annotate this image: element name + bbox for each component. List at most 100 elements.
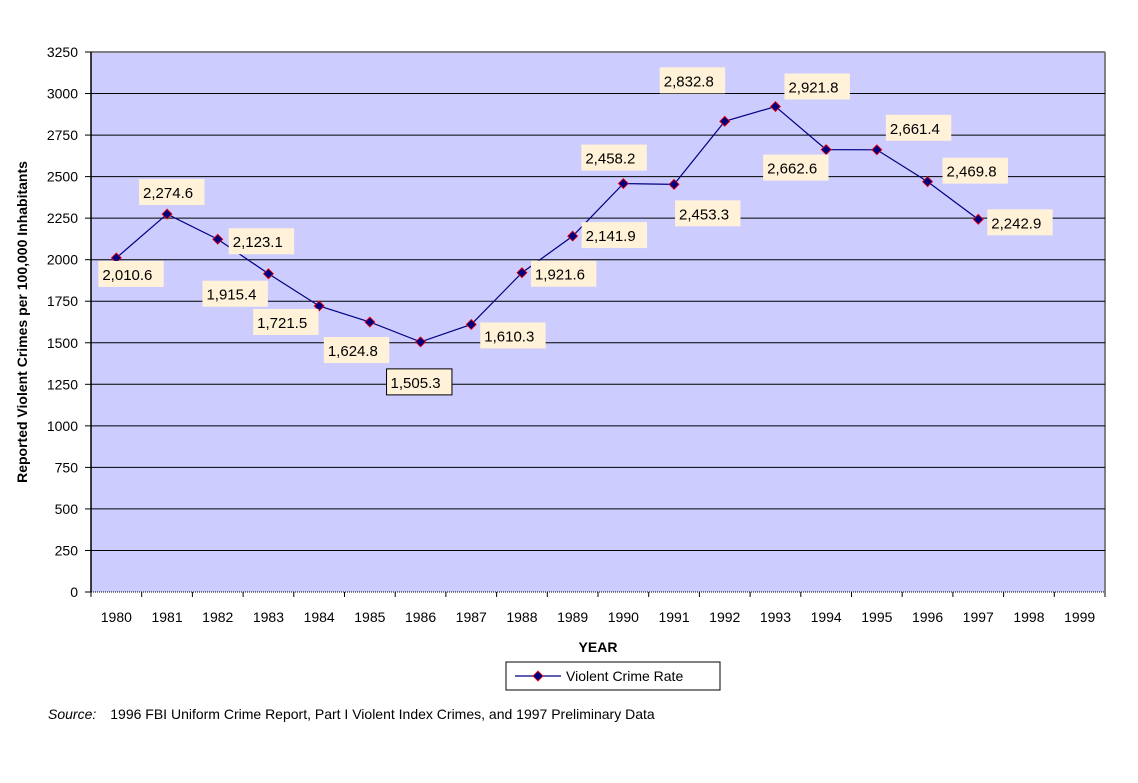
- y-tick-label: 3250: [47, 44, 78, 60]
- data-label: 1,915.4: [202, 280, 268, 307]
- data-label: 2,123.1: [228, 228, 295, 255]
- data-label: 2,469.8: [942, 157, 1008, 184]
- y-axis-title: Reported Violent Crimes per 100,000 Inha…: [14, 161, 30, 483]
- x-tick-label: 1993: [760, 609, 791, 625]
- data-label: 1,505.3: [386, 368, 453, 396]
- source-label: Source:: [48, 706, 97, 722]
- data-label-text: 2,123.1: [233, 234, 283, 251]
- data-point-diamond-icon: [972, 213, 984, 225]
- data-label-box: [659, 67, 726, 94]
- data-label-box: [480, 322, 546, 349]
- x-tick-label: 1996: [912, 609, 943, 625]
- data-label-box: [202, 280, 268, 307]
- data-label: 2,010.6: [98, 260, 164, 287]
- data-point-diamond-icon: [414, 336, 427, 348]
- x-tick-label: 1983: [253, 609, 284, 625]
- data-labels: 2,010.6 2,274.6 2,123.1 1,915.41,721.5 1,624…: [98, 67, 1053, 396]
- data-point-diamond-icon: [364, 316, 376, 328]
- data-label: 1,921.6: [530, 260, 597, 287]
- data-label-text: 1,624.8: [328, 343, 378, 360]
- x-tick-label: 1999: [1064, 609, 1095, 625]
- data-label-text: 2,661.4: [890, 121, 940, 138]
- data-label: 1,624.8: [323, 337, 390, 364]
- data-label-text: 1,915.4: [206, 287, 256, 304]
- data-label-text: 2,458.2: [585, 151, 635, 168]
- x-tick-label: 1995: [861, 609, 892, 625]
- plot-background: [91, 52, 1105, 592]
- data-label-box: [987, 209, 1053, 236]
- series-polyline: [115, 105, 979, 343]
- data-label-box: [323, 337, 390, 364]
- x-tick-label: 1988: [506, 609, 537, 625]
- data-point-diamond-icon: [212, 233, 224, 245]
- data-label-box: [675, 200, 741, 227]
- data-label: 2,453.3: [675, 200, 741, 227]
- x-tick-label: 1989: [557, 609, 588, 625]
- data-label: 2,662.6: [763, 154, 829, 181]
- data-label-box: [228, 228, 295, 255]
- data-label: 1,721.5: [253, 308, 319, 335]
- data-point-diamond-icon: [921, 176, 934, 188]
- data-label-box: [139, 179, 205, 206]
- data-label-text: 1,610.3: [484, 328, 534, 345]
- x-tick-label: 1986: [405, 609, 436, 625]
- data-label-box: [784, 73, 850, 100]
- x-tick-label: 1981: [151, 609, 182, 625]
- x-tick-label: 1980: [101, 609, 132, 625]
- data-label-box: [581, 144, 647, 171]
- data-label-box: [253, 308, 319, 335]
- x-axis-title: YEAR: [579, 639, 618, 655]
- x-tick-label: 1990: [608, 609, 639, 625]
- data-label-text: 2,274.6: [143, 185, 193, 202]
- x-tick-label: 1994: [811, 609, 842, 625]
- y-tick-label: 1000: [47, 418, 78, 434]
- data-label-text: 2,010.6: [102, 267, 152, 284]
- data-label: 2,661.4: [885, 114, 952, 141]
- data-label: 2,458.2: [581, 144, 647, 171]
- data-point-diamond-icon: [262, 268, 275, 280]
- legend-label: Violent Crime Rate: [566, 668, 683, 684]
- data-point-diamond-icon: [871, 144, 883, 156]
- data-label: 1,610.3: [480, 322, 546, 349]
- data-label-box: [386, 368, 453, 396]
- legend-diamond-marker-icon: [532, 670, 544, 682]
- data-label: 2,141.9: [581, 222, 648, 249]
- data-label: 2,832.8: [659, 67, 726, 94]
- data-label-text: 2,453.3: [679, 206, 729, 223]
- y-tick-label: 2750: [47, 127, 78, 143]
- y-tick-label: 500: [55, 501, 79, 517]
- y-tick-label: 1750: [47, 293, 78, 309]
- data-point-diamond-icon: [668, 178, 680, 190]
- data-label-box: [942, 157, 1008, 184]
- data-label-text: 2,242.9: [991, 215, 1041, 232]
- data-point-diamond-icon: [719, 115, 731, 127]
- data-label-box: [98, 260, 164, 287]
- x-tick-label: 1992: [709, 609, 740, 625]
- x-axis-tick-labels: 1980 1981 1982 1983 1984 1985 1986 1987 1988 1989…: [101, 609, 1096, 625]
- data-label: 2,274.6: [139, 179, 205, 206]
- x-tick-label: 1991: [658, 609, 689, 625]
- data-label-text: 2,141.9: [586, 228, 636, 245]
- y-tick-label: 3000: [47, 86, 78, 102]
- x-tick-label: 1985: [354, 609, 385, 625]
- y-tick-label: 250: [55, 542, 79, 558]
- x-tick-label: 1997: [963, 609, 994, 625]
- data-label-box: [885, 114, 952, 141]
- data-label-text: 2,469.8: [947, 164, 997, 181]
- data-label-text: 2,832.8: [664, 73, 714, 90]
- data-label-text: 1,721.5: [257, 315, 307, 332]
- y-tick-label: 750: [55, 459, 79, 475]
- series-line-violent-crime-rate: [115, 105, 979, 343]
- data-label-text: 2,921.8: [788, 80, 838, 97]
- data-point-diamond-icon: [516, 267, 528, 279]
- series-markers: [110, 100, 984, 348]
- x-tick-label: 1998: [1013, 609, 1044, 625]
- data-label-text: 2,662.6: [767, 161, 817, 178]
- y-tick-label: 2500: [47, 169, 78, 185]
- data-point-diamond-icon: [617, 177, 629, 190]
- y-tick-label: 0: [70, 584, 78, 600]
- data-point-diamond-icon: [313, 300, 325, 312]
- data-label-box: [530, 260, 597, 287]
- x-tick-label: 1984: [304, 609, 335, 625]
